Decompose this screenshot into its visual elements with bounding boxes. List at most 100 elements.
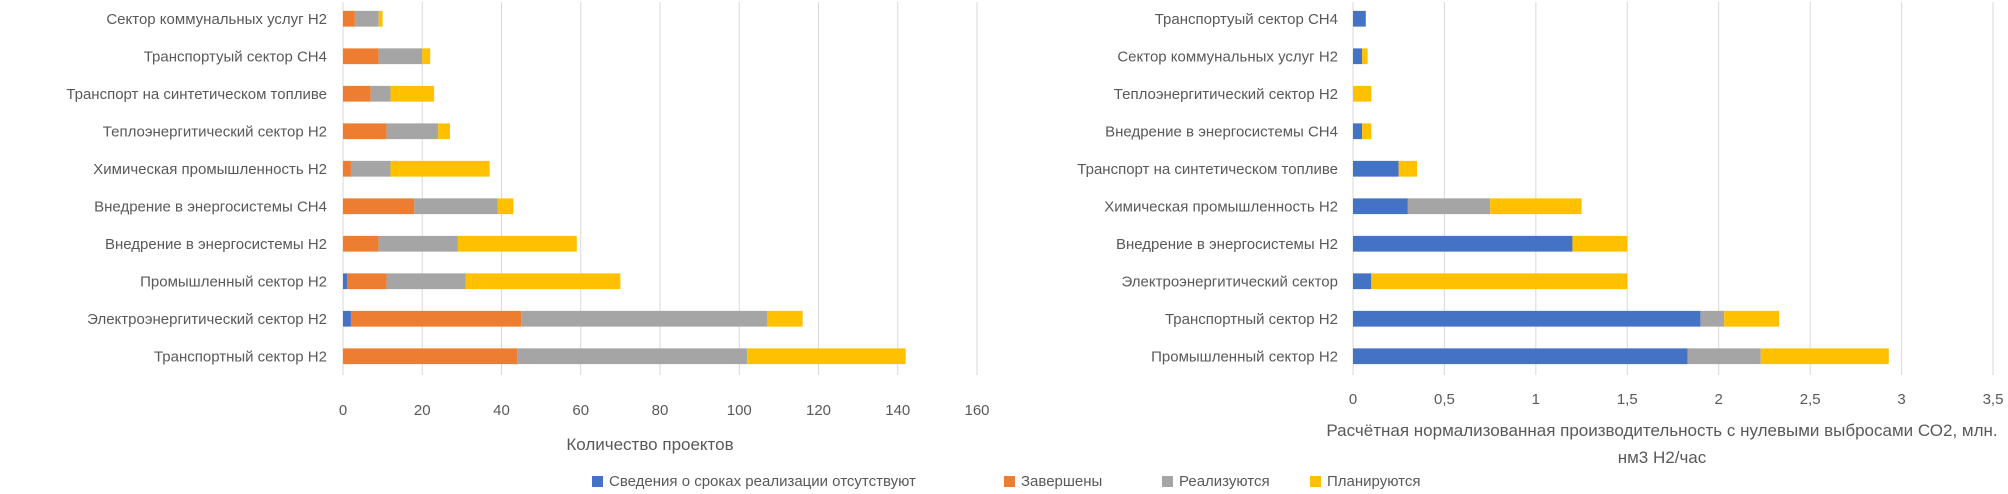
bar-segment <box>521 310 767 327</box>
x-tick-label: 100 <box>727 402 752 419</box>
bar-segment <box>517 348 748 365</box>
bar-segment <box>497 198 514 215</box>
category-label: Химическая промышленность Н2 <box>1104 198 1338 215</box>
bar-segment <box>386 123 439 140</box>
bar-segment <box>390 85 435 102</box>
bar-segment <box>1371 273 1628 290</box>
bar-segment <box>370 85 391 102</box>
bar-segment <box>1353 160 1399 177</box>
bar-segment <box>414 198 498 215</box>
x-tick-label: 60 <box>572 402 589 419</box>
category-label: Транспортуый сектор СН4 <box>144 48 327 65</box>
category-label: Транспортный сектор Н2 <box>1165 311 1338 328</box>
bar-segment <box>378 48 423 65</box>
bar-segment <box>438 123 450 140</box>
category-label: Сектор коммунальных услуг Н2 <box>106 11 327 28</box>
bar-segment <box>378 10 383 27</box>
bar-segment <box>1700 310 1725 327</box>
bar-segment <box>766 310 803 327</box>
bar-segment <box>343 123 387 140</box>
category-label: Транспорт на синтетическом топливе <box>1077 161 1338 178</box>
legend-swatch <box>1162 476 1173 487</box>
category-label: Промышленный сектор Н2 <box>140 273 327 290</box>
bar-segment <box>346 273 387 290</box>
legend-label: Реализуются <box>1179 473 1270 490</box>
bar-segment <box>1353 273 1372 290</box>
x-axis-title-line: Расчётная нормализованная производительн… <box>1326 421 1997 440</box>
legend-label: Сведения о сроках реализации отсутствуют <box>609 473 916 490</box>
bar-segment <box>1687 348 1761 365</box>
bar-segment <box>747 348 906 365</box>
x-tick-label: 3 <box>1897 391 1905 408</box>
bar-segment <box>457 235 577 252</box>
chart-panel-2: 0 0,5 1 1,5 2 2,5 3 3,5 Транспортуый сектор СН4 С… <box>1077 2 2003 467</box>
chart-panel-1: 0 20 40 60 80 100 120 140 160 Сектор коммунальных… <box>66 2 990 454</box>
bar-segment <box>1353 48 1363 65</box>
category-label: Электроэнергитический сектор <box>1122 273 1339 290</box>
bar-segment <box>1353 123 1363 140</box>
bar-segment <box>1353 235 1573 252</box>
bar-segment <box>1407 198 1491 215</box>
x-tick-label: 140 <box>885 402 910 419</box>
bar-segment <box>1353 198 1408 215</box>
legend-label: Планируются <box>1327 473 1420 490</box>
bar-segment <box>1724 310 1780 327</box>
x-tick-label: 0,5 <box>1434 391 1455 408</box>
x-tick-label: 0 <box>339 402 347 419</box>
bar-segment <box>1353 348 1688 365</box>
bar-segment <box>378 235 458 252</box>
legend-label: Завершены <box>1021 473 1102 490</box>
legend-swatch <box>1310 476 1321 487</box>
legend-swatch <box>592 476 603 487</box>
bar-segment <box>1362 123 1372 140</box>
x-tick-label: 2 <box>1715 391 1723 408</box>
legend: Сведения о сроках реализации отсутствуют… <box>592 473 1420 490</box>
bar-segment <box>1490 198 1582 215</box>
category-label: Теплоэнергитический сектор Н2 <box>1114 86 1338 103</box>
bar-segment <box>1353 310 1701 327</box>
category-label: Промышленный сектор Н2 <box>1151 348 1338 365</box>
x-tick-label: 0 <box>1349 391 1357 408</box>
x-tick-label: 1 <box>1532 391 1540 408</box>
x-tick-label: 20 <box>414 402 431 419</box>
bar-segment <box>465 273 621 290</box>
x-tick-label: 40 <box>493 402 510 419</box>
bar-segment <box>1572 235 1628 252</box>
bar-segment <box>343 160 351 177</box>
x-tick-label: 3,5 <box>1983 391 2004 408</box>
category-label: Теплоэнергитический сектор Н2 <box>103 123 327 140</box>
bar-segment <box>1362 48 1368 65</box>
x-axis-title-line: нм3 Н2/час <box>1618 448 1707 467</box>
category-label: Химическая промышленность Н2 <box>93 161 327 178</box>
bar-segment <box>343 48 379 65</box>
bar-segment <box>386 273 466 290</box>
legend-swatch <box>1004 476 1015 487</box>
bar-segment <box>343 10 355 27</box>
bar-segment <box>350 310 522 327</box>
bar-segment <box>343 310 351 327</box>
bar-segment <box>354 10 379 27</box>
x-tick-label: 2,5 <box>1800 391 1821 408</box>
category-label: Внедрение в энергосистемы СН4 <box>94 198 327 215</box>
bar-segment <box>1353 85 1372 102</box>
bar-segment <box>343 235 379 252</box>
bar-segment <box>343 198 415 215</box>
category-label: Внедрение в энергосистемы Н2 <box>1116 236 1338 253</box>
bar-segment <box>1353 10 1366 27</box>
x-tick-label: 80 <box>652 402 669 419</box>
bar-segment <box>390 160 490 177</box>
x-axis-title: Количество проектов <box>566 435 733 454</box>
category-label: Транспорт на синтетическом топливе <box>66 86 327 103</box>
bar-segment <box>343 348 518 365</box>
bar-segment <box>350 160 391 177</box>
x-tick-label: 160 <box>964 402 989 419</box>
x-tick-label: 120 <box>806 402 831 419</box>
bar-segment <box>343 273 347 290</box>
category-label: Сектор коммунальных услуг Н2 <box>1117 48 1338 65</box>
category-label: Транспортуый сектор СН4 <box>1155 11 1338 28</box>
bar-segment <box>343 85 371 102</box>
category-label: Транспортный сектор Н2 <box>154 348 327 365</box>
x-tick-label: 1,5 <box>1617 391 1638 408</box>
category-label: Внедрение в энергосистемы Н2 <box>105 236 327 253</box>
